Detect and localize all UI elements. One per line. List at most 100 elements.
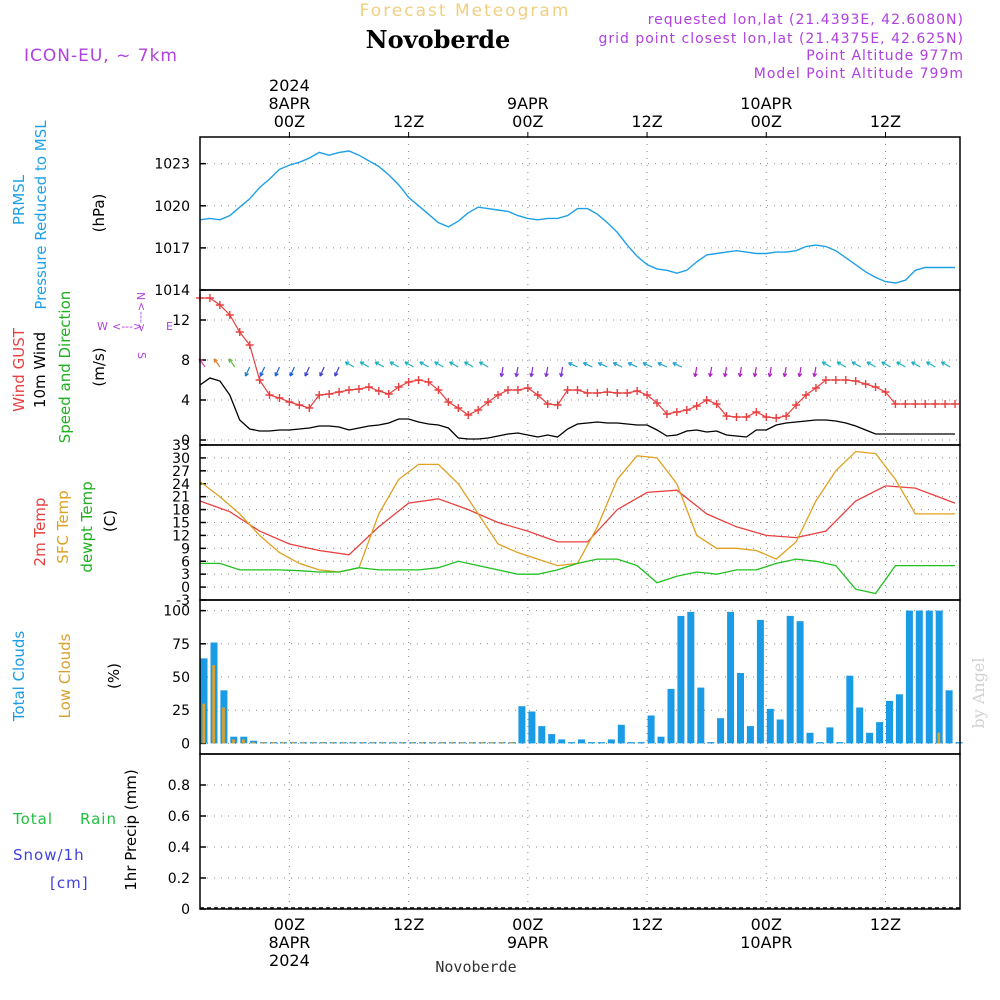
gust-marker <box>593 389 602 397</box>
wind-rose-arrow-ns: <---> <box>135 302 148 332</box>
panel-border <box>199 136 961 291</box>
gust-marker <box>454 404 463 412</box>
wind-direction-arrow <box>812 366 818 378</box>
gust-marker <box>752 408 761 416</box>
y-tick-label: 12 <box>172 528 190 544</box>
wind-rose-arrow-ew: <---> <box>112 320 142 333</box>
total-cloud-bar <box>727 611 735 744</box>
total-cloud-bar <box>518 706 526 744</box>
total-cloud-bar <box>548 734 556 744</box>
point-altitude: Point Altitude 977m <box>806 48 964 64</box>
gust-marker <box>762 413 771 421</box>
pressure-title-line2: Pressure Reduced to MSL <box>32 120 50 310</box>
total-cloud-bar <box>766 708 774 744</box>
wind-direction-arrow <box>334 366 340 377</box>
y-tick-label: 0 <box>181 736 190 752</box>
wind-direction-arrow <box>612 362 623 368</box>
gust-marker <box>434 386 443 394</box>
gust-marker <box>583 389 592 397</box>
y-tick-label: 18 <box>172 503 190 519</box>
total-cloud-bar <box>597 742 605 744</box>
total-cloud-bar <box>816 742 824 744</box>
wind-direction-arrow <box>836 361 847 368</box>
precip-title-rain: Rain <box>80 810 117 828</box>
wind-direction-arrow <box>672 362 683 368</box>
gust-marker <box>613 389 622 397</box>
y-tick-label: 1020 <box>154 199 190 215</box>
low-cloud-bar <box>391 742 394 744</box>
gust-marker <box>891 400 900 408</box>
y-tick-label: 21 <box>172 490 190 506</box>
low-cloud-bar <box>420 742 424 744</box>
gust-marker <box>722 412 731 420</box>
bottom-axis-label: 10APR <box>740 933 792 952</box>
gust-marker <box>702 396 711 404</box>
total-cloud-bar <box>528 711 536 744</box>
total-cloud-bar <box>578 739 585 744</box>
total-cloud-bar <box>200 658 208 744</box>
panel-0: 1014 1017 1020 1023 <box>154 137 960 299</box>
wind-direction-arrow <box>582 362 593 368</box>
gust-marker <box>364 383 373 391</box>
low-cloud-bar <box>381 742 384 744</box>
wind-rose-n: N <box>134 292 147 300</box>
gust-marker <box>821 376 830 384</box>
low-cloud-bar <box>401 742 404 744</box>
y-tick-label: 0 <box>181 580 190 596</box>
wind-direction-arrow <box>374 361 385 368</box>
low-cloud-bar <box>361 742 364 744</box>
low-cloud-bar <box>480 742 484 744</box>
wind-direction-arrow <box>359 361 370 368</box>
wind-title-gust: Wind GUST <box>10 327 28 412</box>
wind-direction-arrow <box>896 361 906 368</box>
total-cloud-bar <box>697 687 705 744</box>
total-cloud-bar <box>617 724 625 744</box>
temp-title: 2m Temp SFC Temp dewpt Temp (C) <box>31 481 119 572</box>
y-tick-label: 50 <box>172 670 190 686</box>
low-cloud-bar <box>271 742 275 744</box>
wind-direction-arrow <box>228 358 236 368</box>
gust-marker <box>692 402 701 410</box>
gust-marker <box>305 404 314 412</box>
wind-direction-arrow <box>940 361 951 368</box>
gust-marker <box>414 376 423 384</box>
gust-marker <box>633 387 642 395</box>
top-axis-label: 12Z <box>870 112 901 131</box>
low-cloud-bar <box>291 742 295 744</box>
y-tick-label: 24 <box>172 477 190 493</box>
gust-marker <box>911 400 920 408</box>
gust-marker <box>325 390 334 398</box>
total-cloud-bar <box>915 610 923 744</box>
bottom-axis-label: 12Z <box>393 915 424 934</box>
wind-direction-arrow <box>463 361 474 368</box>
total-cloud-bar <box>856 707 864 744</box>
low-cloud-bar <box>937 732 941 744</box>
wind-direction-arrow <box>797 366 803 378</box>
total-cloud-bar <box>826 727 834 744</box>
gust-marker <box>394 383 403 391</box>
y-tick-label: 15 <box>172 516 190 532</box>
bottom-axis-label: 00Z <box>751 915 782 934</box>
top-axis-label: 8APR <box>268 94 310 113</box>
clouds-title-low: Low Clouds <box>56 633 74 718</box>
watermark: by Angel <box>969 657 988 728</box>
low-cloud-bar <box>222 707 225 744</box>
gust-marker <box>871 383 880 391</box>
y-tick-label: 1014 <box>154 283 190 299</box>
wind-direction-arrow <box>344 361 355 368</box>
low-cloud-bar <box>242 739 245 744</box>
bottom-axis-label: 00Z <box>512 915 543 934</box>
low-cloud-bar <box>410 742 414 744</box>
gust-marker <box>782 412 791 420</box>
panel-border <box>199 289 961 446</box>
gust-marker <box>295 401 304 409</box>
wind-direction-arrow <box>213 358 221 368</box>
low-cloud-bar <box>202 703 206 744</box>
wind-direction-arrow <box>708 366 713 378</box>
precip-title-snow: Snow/1h <box>13 846 85 864</box>
wind-direction-arrow <box>434 361 444 368</box>
wind-direction-arrow <box>404 361 414 368</box>
wind-direction-arrow <box>866 361 876 368</box>
